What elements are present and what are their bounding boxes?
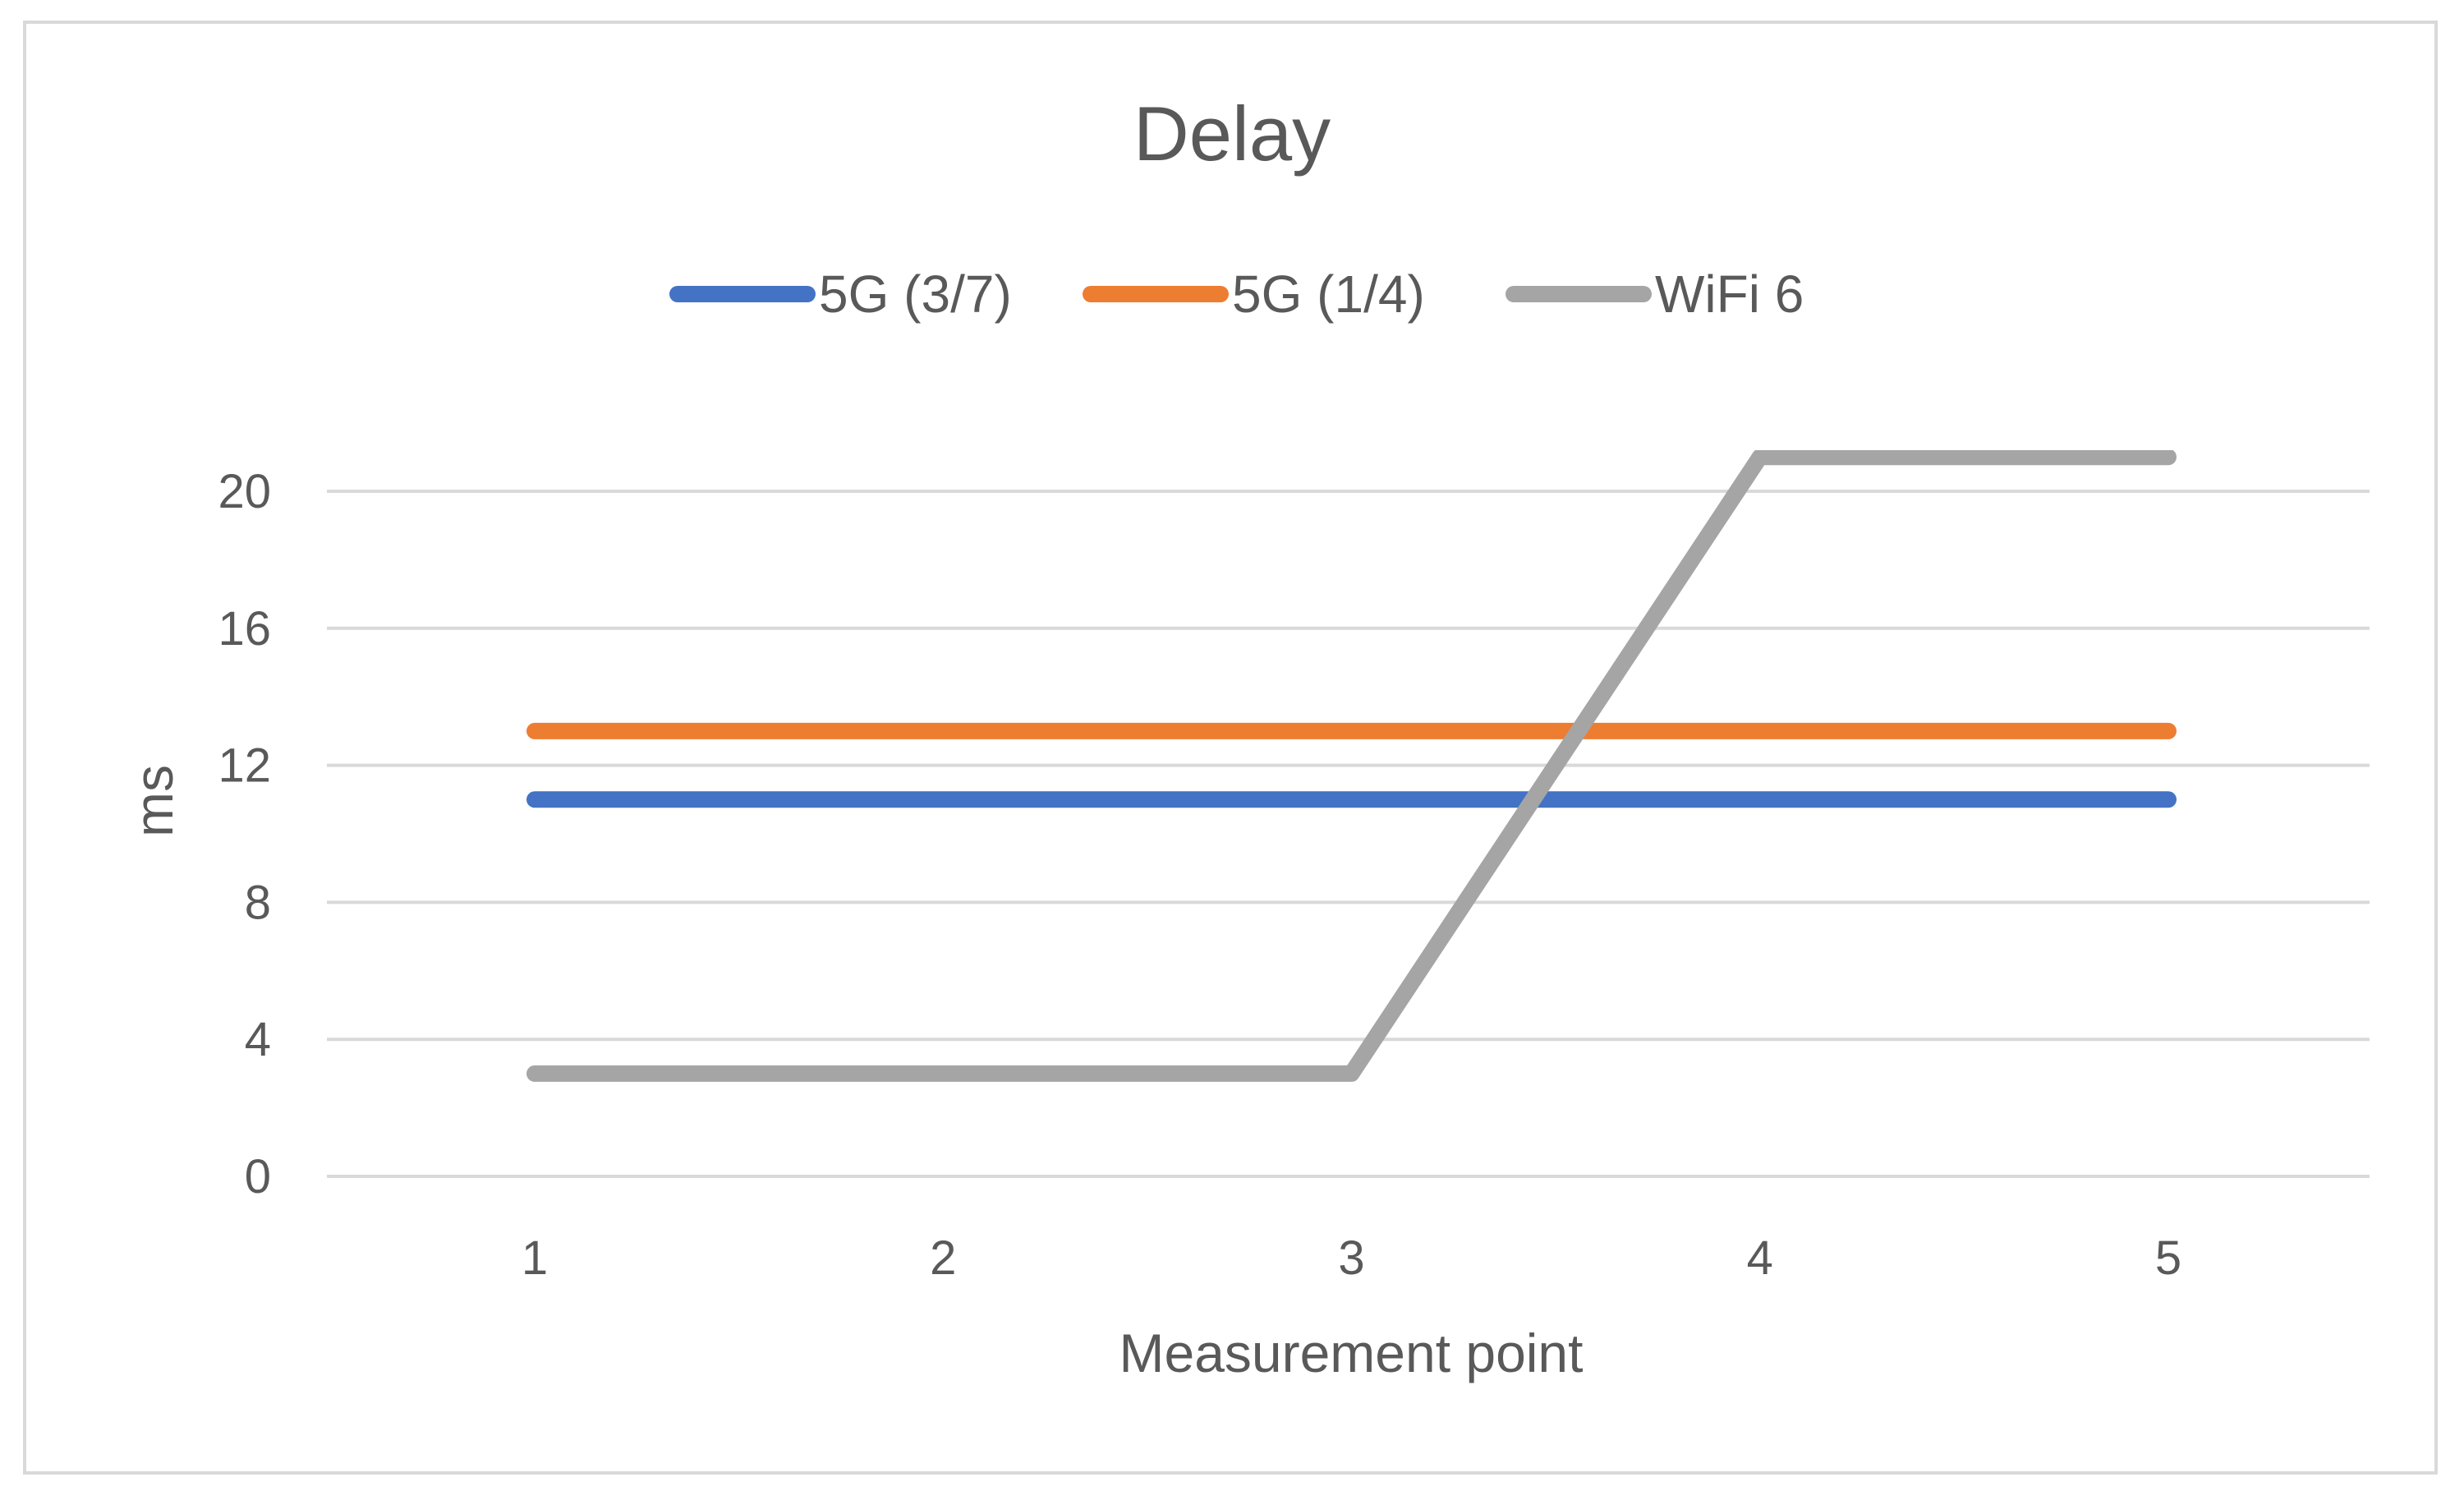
legend-label: 5G (3/7) [819,265,1012,324]
x-axis-ticks: 1 2 3 4 5 [522,1231,2181,1285]
legend-label: 5G (1/4) [1232,265,1425,324]
legend: 5G (3/7) 5G (1/4) WiFi 6 [669,265,1804,324]
series-lines [526,450,2177,1082]
legend-label: WiFi 6 [1655,265,1804,324]
y-tick-label: 8 [245,876,271,929]
y-tick-label: 4 [245,1013,271,1066]
y-tick-label: 20 [218,465,271,518]
y-tick-label: 0 [245,1150,271,1203]
x-tick-label: 2 [930,1231,956,1285]
y-tick-label: 12 [218,739,271,793]
x-tick-label: 5 [2155,1231,2181,1285]
y-axis-label: ms [123,765,184,837]
y-axis-ticks: 0 4 8 12 16 20 [218,465,271,1203]
x-axis-label: Measurement point [1119,1323,1584,1383]
x-tick-label: 1 [522,1231,548,1285]
x-tick-label: 3 [1338,1231,1364,1285]
series-line [526,450,2177,1082]
x-tick-label: 4 [1747,1231,1773,1285]
chart-title: Delay [1133,90,1331,177]
gridlines [327,490,2370,1178]
chart-frame [23,21,2438,1475]
y-tick-label: 16 [218,602,271,656]
